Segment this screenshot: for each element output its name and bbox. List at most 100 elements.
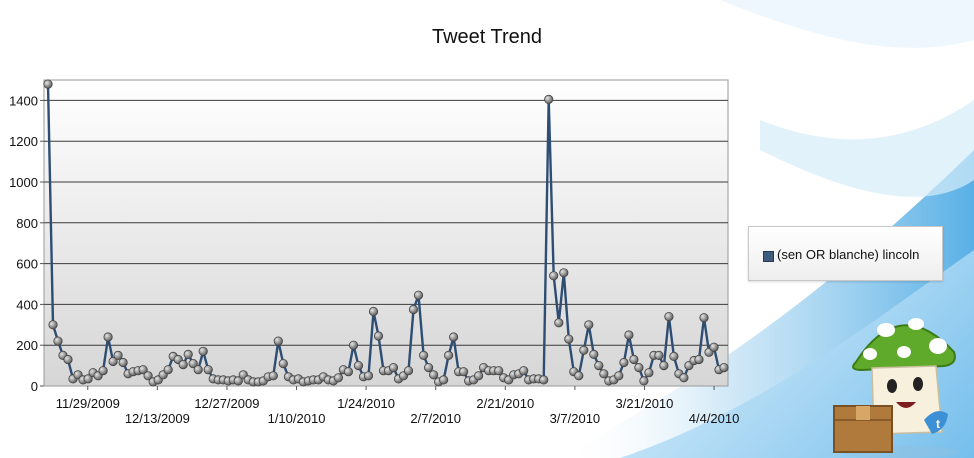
- data-point: [549, 271, 559, 281]
- data-point: [108, 356, 118, 367]
- data-point: [473, 371, 484, 381]
- y-tick-label: 1000: [9, 175, 38, 190]
- data-point: [423, 362, 434, 373]
- legend: (sen OR blanche) lincoln: [748, 226, 943, 281]
- x-tick-label: 4/4/2010: [689, 411, 740, 426]
- y-tick-label: 1400: [9, 93, 38, 108]
- data-point: [599, 369, 609, 379]
- data-point: [103, 332, 113, 342]
- y-tick-label: 600: [16, 257, 38, 272]
- data-point: [368, 306, 379, 317]
- x-tick-label: 12/13/2009: [125, 411, 190, 426]
- data-point: [48, 320, 58, 330]
- data-point: [343, 367, 353, 377]
- data-point: [183, 349, 193, 359]
- data-point: [373, 331, 384, 341]
- y-axis: 0 200 400 600 800 1000 1200 1400: [9, 93, 44, 394]
- data-point: [188, 358, 198, 369]
- data-point: [659, 360, 669, 371]
- mushroom-mascot-icon: t: [833, 318, 960, 458]
- data-point: [709, 342, 719, 352]
- data-point: [438, 375, 449, 385]
- y-tick-label: 800: [16, 216, 38, 231]
- y-tick-label: 200: [16, 338, 38, 353]
- data-point: [83, 374, 93, 384]
- data-point: [363, 371, 374, 381]
- data-point: [719, 362, 729, 373]
- x-tick-label: 11/29/2009: [56, 396, 120, 411]
- data-point: [403, 366, 414, 376]
- data-point: [539, 375, 549, 385]
- data-point: [594, 360, 604, 371]
- data-point: [494, 366, 504, 376]
- legend-swatch: [763, 251, 774, 262]
- data-point: [519, 366, 529, 376]
- x-axis: 11/29/2009 12/13/2009 12/27/2009 1/10/2010 1…: [56, 386, 740, 426]
- x-tick-label: 12/27/2009: [194, 396, 259, 411]
- data-point: [428, 370, 439, 380]
- data-point: [193, 365, 203, 375]
- svg-text:t: t: [936, 417, 940, 431]
- y-tick-label: 400: [16, 297, 38, 312]
- data-point: [619, 357, 629, 368]
- data-point: [694, 354, 704, 365]
- chart-title: Tweet Trend: [431, 26, 543, 48]
- data-point: [614, 371, 624, 381]
- data-point: [273, 336, 283, 346]
- data-point: [654, 350, 664, 360]
- x-tick-label: 3/21/2010: [616, 396, 674, 411]
- x-tick-label: 2/7/2010: [410, 411, 461, 426]
- data-point: [198, 346, 208, 356]
- data-point: [564, 334, 574, 344]
- data-point: [53, 336, 63, 346]
- x-tick-label: 3/7/2010: [550, 411, 601, 426]
- x-tick-label: 1/10/2010: [268, 411, 326, 426]
- data-point: [353, 360, 364, 371]
- data-point: [589, 349, 599, 359]
- legend-label: (sen OR blanche) lincoln: [777, 247, 920, 262]
- data-point: [278, 358, 288, 369]
- data-point: [43, 79, 53, 89]
- data-point: [143, 371, 153, 381]
- y-tick-label: 1200: [9, 134, 38, 149]
- data-point: [118, 357, 128, 368]
- data-point: [554, 318, 564, 328]
- data-point: [413, 290, 424, 300]
- data-point: [679, 373, 689, 383]
- data-point: [644, 368, 654, 378]
- data-point: [113, 350, 123, 360]
- data-point: [458, 367, 469, 377]
- data-point: [138, 365, 148, 375]
- data-point: [634, 362, 644, 373]
- data-point: [268, 371, 278, 381]
- data-point: [624, 330, 634, 340]
- plot-area: [43, 79, 729, 387]
- data-point: [443, 350, 454, 360]
- data-point: [664, 311, 674, 322]
- data-point: [408, 304, 419, 315]
- data-point: [418, 350, 429, 360]
- data-point: [584, 320, 594, 330]
- series-points: [43, 79, 729, 387]
- data-point: [233, 376, 243, 386]
- data-point: [574, 371, 584, 381]
- data-point: [163, 365, 173, 375]
- x-tick-label: 2/21/2010: [476, 396, 534, 411]
- data-point: [63, 354, 73, 365]
- data-point: [98, 366, 108, 376]
- x-tick-label: 1/24/2010: [337, 396, 395, 411]
- data-point: [388, 362, 399, 373]
- y-tick-label: 0: [31, 379, 38, 394]
- data-point: [669, 351, 679, 361]
- data-point: [333, 373, 343, 383]
- data-point: [639, 376, 649, 386]
- data-point: [559, 268, 569, 278]
- data-point: [448, 332, 459, 342]
- data-point: [579, 345, 589, 355]
- gridlines: [44, 99, 728, 346]
- data-point: [544, 94, 554, 105]
- data-point: [699, 313, 709, 323]
- data-point: [178, 359, 188, 370]
- data-point: [348, 340, 359, 350]
